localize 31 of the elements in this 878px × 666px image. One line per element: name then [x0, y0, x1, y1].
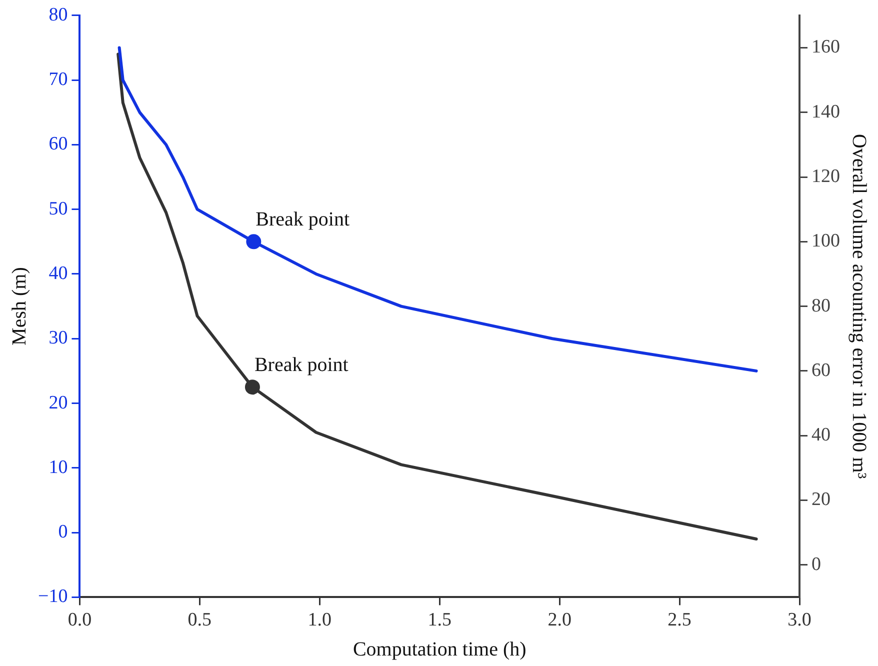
- annotation: Break point: [256, 208, 350, 231]
- x-tick-label: 2.0: [548, 610, 572, 631]
- y-tick-label: 60: [48, 134, 68, 155]
- y2-tick-label: 20: [812, 489, 830, 510]
- y2-tick-label: 160: [812, 36, 840, 58]
- x-tick-label: 1.5: [428, 610, 452, 631]
- y-tick-label: −10: [38, 586, 68, 608]
- y2-tick-label: 120: [812, 166, 840, 187]
- y-tick-label: 40: [48, 262, 68, 284]
- y2-tick-label: 140: [812, 101, 840, 122]
- y2-tick-label: 40: [812, 424, 830, 446]
- y2-tick-label: 100: [812, 230, 840, 252]
- y-axis-title: Mesh (m): [8, 267, 30, 346]
- y-tick-label: 70: [48, 69, 68, 90]
- y2-tick-label: 60: [812, 360, 830, 381]
- y-tick-label: 50: [48, 198, 68, 220]
- annotation: Break point: [254, 354, 349, 376]
- y2-axis-title: Overall volume acounting error in 1000 m³: [848, 134, 870, 479]
- y-tick-label: 20: [48, 392, 68, 414]
- y-tick-label: 30: [48, 328, 68, 349]
- y-tick-label: 80: [48, 4, 68, 26]
- x-axis-title: Computation time (h): [352, 638, 526, 660]
- x-tick-label: 3.0: [788, 610, 812, 631]
- x-tick-label: 0.5: [188, 610, 212, 631]
- x-tick-label: 1.0: [308, 610, 332, 631]
- x-tick-label: 0.0: [68, 610, 92, 631]
- x-tick-label: 2.5: [668, 610, 692, 631]
- y-tick-label: 10: [48, 456, 68, 478]
- y-tick-label: 0: [58, 522, 68, 543]
- y2-tick-label: 0: [812, 554, 821, 575]
- y2-tick-label: 80: [812, 295, 830, 316]
